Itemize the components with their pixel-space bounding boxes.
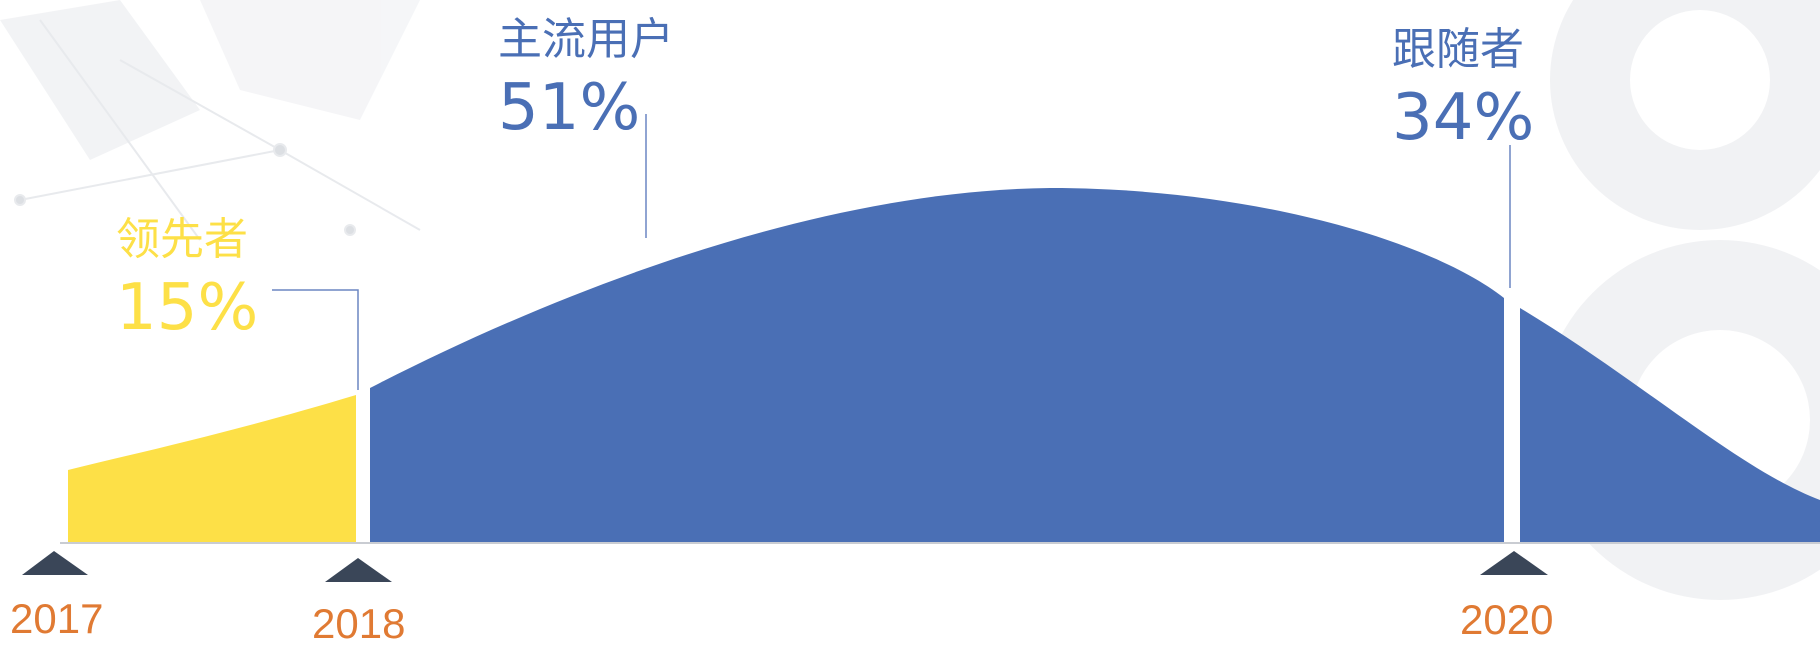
year-label-2018: 2018 xyxy=(312,600,406,647)
year-label-2020: 2020 xyxy=(1460,596,1554,643)
segment-label-follower: 跟随者 34% xyxy=(1392,24,1535,155)
timeline-marker-2018 xyxy=(325,558,392,582)
leader-area xyxy=(68,395,356,542)
segment-label-mainstream: 主流用户 51% xyxy=(498,14,674,145)
mainstream-area xyxy=(370,188,1504,542)
background-network-decoration xyxy=(0,0,421,241)
segment-label-leader: 领先者 15% xyxy=(116,214,259,345)
segment-name: 领先者 xyxy=(116,214,248,265)
leader-line-leader xyxy=(272,289,359,390)
segment-percent: 51% xyxy=(498,71,641,145)
segment-percent: 34% xyxy=(1392,81,1535,155)
year-label-2017: 2017 xyxy=(10,595,104,642)
segment-name: 主流用户 xyxy=(498,14,674,65)
timeline-marker-2017 xyxy=(22,551,88,575)
segment-name: 跟随者 xyxy=(1392,24,1524,75)
segment-percent: 15% xyxy=(116,271,259,345)
timeline-marker-2020 xyxy=(1480,551,1548,575)
follower-area xyxy=(1520,308,1820,542)
